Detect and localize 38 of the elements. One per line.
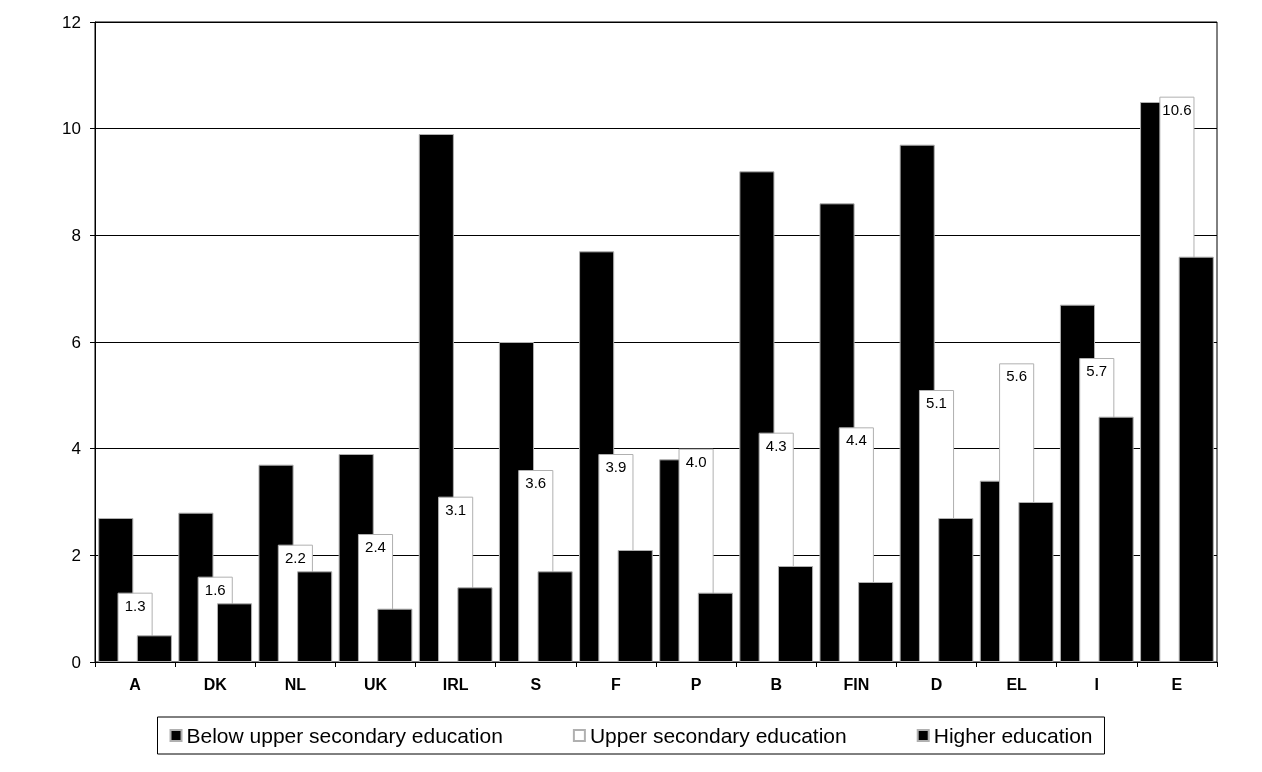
legend-label: Higher education — [933, 724, 1093, 747]
x-tick-label: D — [930, 675, 943, 693]
y-tick-label: 10 — [62, 119, 81, 139]
x-tick-label: EL — [1006, 675, 1028, 693]
legend-label: Upper secondary education — [589, 724, 847, 747]
data-label: 3.1 — [445, 500, 467, 518]
y-tick-label: 6 — [71, 332, 81, 352]
data-label: 2.4 — [365, 538, 386, 555]
x-tick-label: NL — [284, 675, 307, 693]
x-tick-label: UK — [363, 675, 388, 693]
data-label: 2.2 — [284, 548, 306, 566]
x-tick-label: I — [1094, 675, 1100, 693]
legend-label: Below upper secondary education — [186, 724, 503, 747]
data-label: 4.0 — [685, 452, 707, 470]
y-tick-label: 12 — [62, 12, 81, 32]
y-tick-label: 4 — [71, 439, 81, 459]
data-label: 5.7 — [1086, 362, 1108, 379]
data-label: 4.4 — [845, 431, 867, 449]
x-tick-label: B — [770, 675, 782, 693]
data-label: 5.1 — [926, 394, 947, 411]
x-tick-label: E — [1171, 675, 1183, 693]
data-label: 10.6 — [1162, 100, 1192, 118]
data-label: 3.9 — [605, 458, 627, 475]
data-label: 1.3 — [124, 596, 146, 614]
y-tick-label: 0 — [71, 652, 81, 672]
x-tick-label: A — [129, 675, 142, 693]
x-tick-label: P — [690, 675, 702, 693]
y-tick-label: 2 — [71, 545, 81, 565]
x-tick-label: F — [611, 675, 622, 693]
data-label: 4.3 — [765, 436, 787, 454]
data-label: 5.6 — [1006, 367, 1028, 385]
data-label: 3.6 — [525, 474, 547, 491]
data-label: 1.6 — [204, 580, 226, 598]
y-tick-label: 8 — [71, 225, 81, 245]
x-tick-label: FIN — [843, 675, 870, 693]
x-tick-label: DK — [203, 675, 228, 693]
x-tick-label: S — [530, 675, 542, 693]
x-tick-label: IRL — [442, 675, 469, 693]
